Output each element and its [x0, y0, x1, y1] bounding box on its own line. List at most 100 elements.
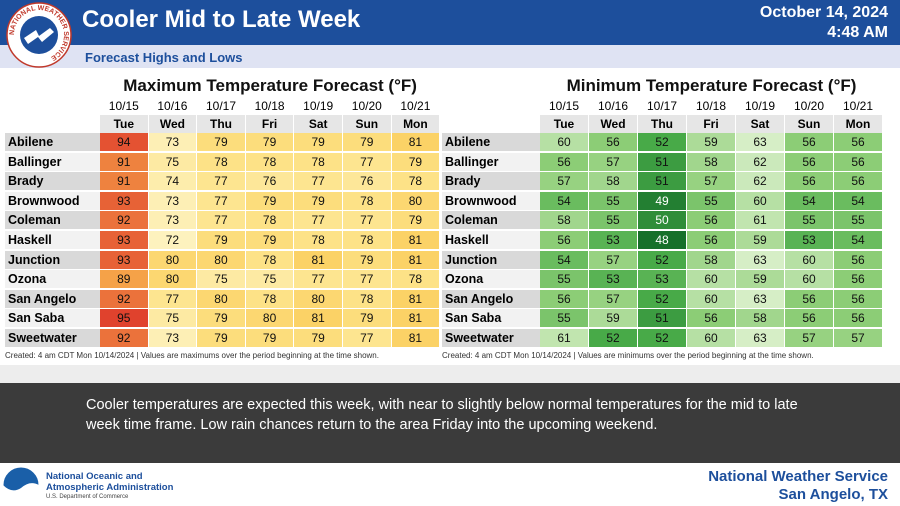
temp-cell: 94: [100, 133, 148, 151]
location-name: Sweetwater: [5, 329, 100, 347]
temp-cell: 78: [343, 191, 391, 210]
time: 4:48 AM: [827, 24, 888, 41]
temp-cell: 56: [785, 133, 833, 151]
location-name: Coleman: [442, 211, 540, 230]
temp-cell: 62: [736, 172, 784, 191]
summary-band: [0, 383, 900, 463]
subtitle-bar: [0, 45, 900, 68]
temp-cell: 58: [589, 172, 637, 191]
temp-cell: 77: [294, 270, 342, 289]
temp-cell: 50: [638, 211, 686, 230]
day-header: Thu: [197, 115, 245, 133]
temp-cell: 56: [785, 289, 833, 308]
temp-cell: 80: [197, 289, 245, 308]
temp-cell: 77: [294, 211, 342, 230]
date-header: 10/20: [785, 97, 833, 115]
temp-cell: 79: [391, 152, 440, 171]
noaa-logo: [2, 466, 40, 504]
day-header: Thu: [638, 115, 686, 133]
temp-cell: 91: [100, 172, 148, 191]
temp-cell: 79: [245, 191, 294, 210]
temp-cell: 79: [343, 250, 391, 269]
location-name: Haskell: [5, 231, 100, 249]
day-header: Sat: [736, 115, 784, 133]
temp-cell: 77: [294, 172, 342, 191]
temp-cell: 79: [294, 329, 342, 347]
temp-cell: 74: [148, 172, 197, 191]
temp-cell: 79: [245, 329, 294, 347]
temp-cell: 81: [391, 250, 440, 269]
temp-cell: 59: [736, 270, 784, 289]
temp-cell: 77: [343, 211, 391, 230]
date-header: 10/15: [100, 97, 148, 115]
temp-cell: 58: [687, 250, 735, 269]
table-note: Created: 4 am CDT Mon 10/14/2024 | Value…: [5, 351, 379, 360]
temp-cell: 93: [100, 250, 148, 269]
day-header: Sat: [294, 115, 342, 133]
temp-cell: 52: [638, 289, 686, 308]
temp-cell: 57: [589, 250, 637, 269]
temp-cell: 73: [148, 191, 197, 210]
temp-cell: 79: [197, 133, 245, 151]
temp-cell: 56: [834, 172, 882, 191]
location: San Angelo, TX: [778, 486, 888, 503]
temp-cell: 56: [687, 231, 735, 249]
temp-cell: 55: [834, 211, 882, 230]
location-name: Brady: [442, 172, 540, 191]
temp-cell: 77: [343, 152, 391, 171]
temp-cell: 49: [638, 191, 686, 210]
temp-cell: 56: [687, 211, 735, 230]
temp-cell: 93: [100, 231, 148, 249]
location-name: Sweetwater: [442, 329, 540, 347]
temp-cell: 55: [540, 270, 588, 289]
day-header: Fri: [245, 115, 294, 133]
temp-cell: 57: [687, 172, 735, 191]
temp-cell: 81: [294, 309, 342, 328]
location-name: Haskell: [442, 231, 540, 249]
temp-cell: 61: [736, 211, 784, 230]
temp-cell: 60: [687, 289, 735, 308]
temp-cell: 58: [736, 309, 784, 328]
day-header: Sun: [343, 115, 391, 133]
location-name: San Angelo: [5, 289, 100, 308]
temp-cell: 81: [391, 329, 440, 347]
date-header: 10/19: [736, 97, 784, 115]
temp-cell: 54: [834, 191, 882, 210]
temp-cell: 78: [343, 289, 391, 308]
temp-cell: 78: [343, 231, 391, 249]
location-name: Abilene: [5, 133, 100, 151]
temp-cell: 52: [638, 329, 686, 347]
temp-cell: 77: [343, 270, 391, 289]
location-name: Brownwood: [5, 191, 100, 210]
location-name: Ballinger: [442, 152, 540, 171]
temp-cell: 56: [540, 289, 588, 308]
agency-line1: National Oceanic and: [46, 471, 143, 482]
date-header: 10/17: [197, 97, 245, 115]
temp-cell: 56: [540, 152, 588, 171]
location-name: Ozona: [5, 270, 100, 289]
temp-cell: 63: [736, 133, 784, 151]
date: October 14, 2024: [759, 4, 888, 21]
department: U.S. Department of Commerce: [46, 494, 129, 500]
temp-cell: 58: [687, 152, 735, 171]
temp-cell: 78: [245, 289, 294, 308]
temp-cell: 56: [785, 309, 833, 328]
temp-cell: 57: [834, 329, 882, 347]
table-title: Minimum Temperature Forecast (°F): [566, 76, 857, 95]
location-name: Coleman: [5, 211, 100, 230]
temp-cell: 95: [100, 309, 148, 328]
date-header: 10/16: [589, 97, 637, 115]
temp-cell: 54: [540, 191, 588, 210]
temp-cell: 53: [638, 270, 686, 289]
temp-cell: 79: [245, 133, 294, 151]
date-header: 10/20: [343, 97, 391, 115]
location-name: Brownwood: [442, 191, 540, 210]
location-name: San Angelo: [442, 289, 540, 308]
temp-cell: 52: [638, 133, 686, 151]
date-header: 10/15: [540, 97, 588, 115]
temp-cell: 57: [589, 289, 637, 308]
temp-cell: 81: [391, 309, 440, 328]
temp-cell: 56: [589, 133, 637, 151]
agency-line2: Atmospheric Administration: [46, 482, 174, 493]
